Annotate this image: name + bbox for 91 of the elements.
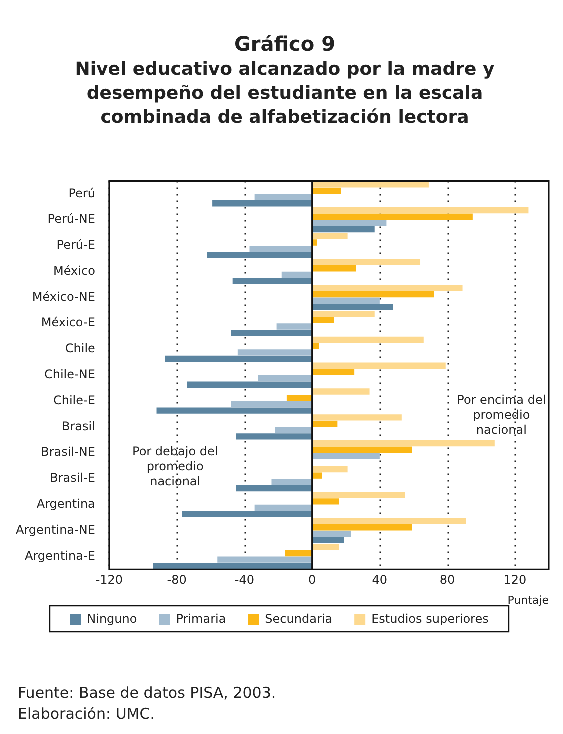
y-tick-label: Brasil-NE (41, 445, 96, 460)
bar (312, 388, 370, 395)
chart-subtitle: Nivel educativo alcanzado por la madre y desempeño del estudiante en la escala combinada de alfabetización lectora (74, 58, 496, 130)
y-tick-label: México (54, 264, 96, 278)
legend-label: Ninguno (87, 612, 138, 626)
bar (212, 200, 312, 207)
bar (232, 278, 312, 284)
bar (312, 240, 318, 246)
bar (254, 194, 312, 200)
bar (312, 472, 322, 479)
y-tick-label: Chile-E (53, 393, 96, 408)
bar (312, 188, 342, 194)
x-tick-label: 0 (308, 572, 316, 587)
bar (218, 556, 312, 563)
bar (238, 350, 312, 356)
legend-label: Estudios superiores (372, 612, 489, 626)
bar (276, 324, 312, 330)
bar (312, 362, 446, 369)
bar (312, 266, 356, 272)
bar (312, 207, 529, 214)
bar (312, 343, 320, 350)
bar (231, 401, 312, 408)
x-tick-label: 40 (372, 572, 388, 587)
bar (312, 420, 338, 428)
annotation: Por encima del promedio nacional (457, 392, 546, 437)
bar (312, 259, 421, 266)
bar (254, 504, 312, 512)
bar (312, 291, 434, 298)
x-axis-title: Puntaje (508, 594, 550, 607)
bar (312, 440, 495, 447)
bar (258, 375, 312, 382)
bar (312, 524, 412, 531)
y-tick-label: Argentina-NE (16, 522, 96, 537)
bar (312, 226, 375, 233)
bar (312, 233, 348, 240)
bar (312, 220, 387, 226)
bar (312, 446, 412, 454)
text: Elaboración: UMC. (18, 704, 156, 725)
bar (275, 427, 312, 434)
bar (312, 317, 334, 324)
y-tick-label: Argentina-E (24, 548, 96, 563)
bar (312, 453, 380, 460)
bar (285, 550, 312, 557)
bar (165, 356, 312, 362)
bar (153, 563, 312, 570)
bar (312, 214, 473, 220)
bar (250, 246, 312, 252)
bar (312, 310, 375, 318)
bar (236, 485, 312, 492)
x-tick-label: -40 (234, 572, 254, 587)
source-note: Fuente: Base de datos PISA, 2003. (18, 683, 276, 704)
bar (312, 304, 394, 310)
bar (312, 369, 355, 376)
y-tick-label: Perú-E (56, 238, 96, 252)
y-tick-label: Argentina (36, 496, 96, 511)
bar (312, 336, 424, 344)
bar (312, 492, 406, 498)
bar (236, 434, 312, 440)
bar (231, 330, 312, 336)
y-tick-label: Perú-NE (48, 212, 96, 226)
bar (156, 408, 312, 414)
bar (312, 498, 340, 505)
x-tick-label: -80 (167, 572, 187, 587)
bar (272, 479, 312, 486)
legend-label: Secundaria (265, 612, 333, 626)
x-tick-label: -120 (96, 572, 124, 587)
bar (312, 414, 402, 421)
bar (207, 252, 312, 259)
y-tick-label: Brasil-E (50, 471, 96, 486)
x-tick-label: 80 (440, 572, 456, 587)
bar (312, 518, 466, 524)
annotation: Por debajo del promedio nacional (132, 444, 218, 489)
bar (312, 285, 463, 292)
bar (187, 382, 312, 388)
y-tick-label: Chile-NE (44, 368, 96, 382)
bar (286, 395, 312, 402)
y-tick-label: México-NE (32, 290, 96, 304)
legend-label: Primaria (176, 612, 226, 626)
y-tick-label: Brasil (62, 419, 96, 434)
bar (312, 530, 352, 538)
bar (312, 298, 380, 304)
y-tick-label: Chile (65, 342, 96, 356)
x-tick-label: 120 (504, 572, 527, 587)
y-tick-label: Perú (68, 186, 96, 200)
bar (312, 466, 348, 473)
bar (312, 537, 344, 544)
chart-title: Gráfico 9 (233, 32, 337, 56)
bar (182, 511, 312, 518)
y-tick-label: México-E (41, 316, 96, 330)
bar (282, 272, 312, 278)
bar (312, 544, 340, 550)
